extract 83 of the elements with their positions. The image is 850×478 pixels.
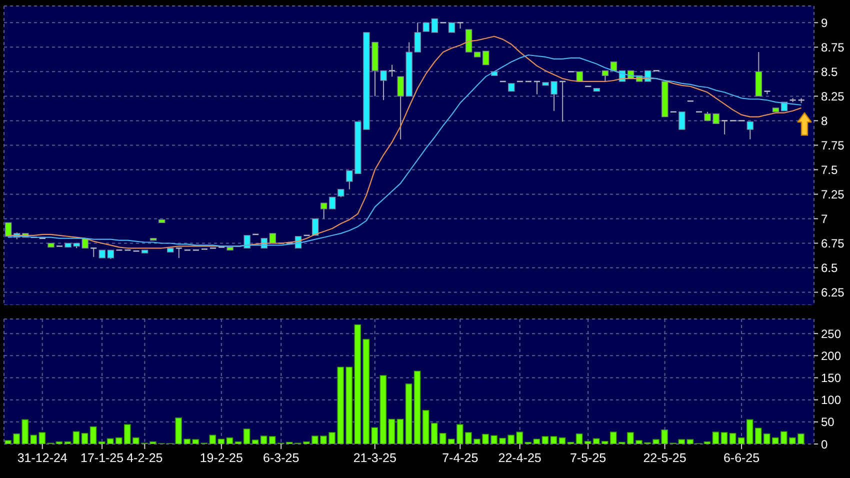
candlestick — [482, 50, 490, 66]
candlestick — [720, 120, 728, 135]
bar — [90, 426, 97, 444]
x-tick-label: 22-4-25 — [498, 450, 542, 465]
bar — [729, 433, 736, 444]
bar — [396, 418, 404, 444]
y-tick-label: 0 — [821, 437, 828, 452]
bar — [260, 436, 268, 444]
bar — [243, 428, 250, 444]
y-tick-label: 8.25 — [821, 89, 845, 104]
y-tick-label: 6.75 — [821, 236, 845, 250]
candlestick — [320, 202, 328, 220]
bar — [550, 436, 558, 444]
candlestick — [465, 29, 472, 52]
bar — [720, 432, 728, 444]
bar — [218, 438, 225, 444]
y-tick-label: 50 — [821, 415, 835, 430]
y-tick-label: 250 — [821, 326, 842, 341]
y-tick-label: 7.25 — [821, 187, 845, 202]
x-tick-label: 19-2-25 — [200, 450, 244, 465]
bar — [704, 441, 711, 444]
bar — [226, 437, 234, 444]
x-tick-label: 21-3-25 — [353, 450, 396, 465]
bar — [64, 441, 72, 444]
candlestick — [312, 218, 319, 236]
bar — [738, 437, 745, 444]
bar — [371, 427, 378, 444]
bar — [430, 422, 438, 444]
x-tick-label: 7-4-25 — [442, 450, 478, 465]
bar — [422, 410, 430, 444]
y-tick-label: 8.5 — [821, 64, 838, 79]
candlestick — [678, 112, 686, 130]
candlestick — [448, 22, 456, 33]
bar — [754, 428, 762, 444]
bar — [542, 436, 549, 444]
bar — [81, 433, 88, 444]
x-tick-label: 31-12-24 — [17, 450, 68, 465]
bar — [592, 438, 600, 444]
bar — [380, 375, 387, 444]
y-tick-label: 8.75 — [821, 40, 845, 54]
bar — [746, 419, 754, 444]
candlestick — [5, 222, 12, 238]
y-tick-label: 100 — [821, 393, 842, 408]
candlestick — [746, 121, 754, 140]
candlestick — [414, 22, 421, 53]
candlestick — [175, 247, 183, 258]
x-tick-label: 4-2-25 — [126, 450, 163, 465]
bar — [209, 434, 216, 444]
bar — [584, 440, 592, 444]
candlestick — [431, 18, 438, 33]
y-tick-label: 7 — [821, 212, 828, 226]
bar — [106, 438, 114, 444]
x-tick-label: 7-5-25 — [570, 450, 606, 465]
y-tick-label: 7.75 — [821, 138, 845, 152]
x-tick-label: 6-3-25 — [263, 450, 300, 465]
x-tick-label: 17-1-25 — [80, 450, 124, 465]
y-tick-label: 6.25 — [821, 286, 845, 300]
candlestick — [397, 76, 404, 140]
bar — [98, 441, 106, 444]
y-tick-label: 6.5 — [821, 261, 838, 276]
bar — [268, 436, 276, 444]
bar — [252, 440, 259, 444]
y-tick-label: 9 — [821, 16, 828, 30]
x-tick-label: 22-5-25 — [643, 450, 686, 465]
bar — [414, 370, 421, 444]
bar — [405, 384, 412, 444]
y-tick-label: 200 — [821, 348, 842, 363]
bar — [712, 432, 720, 444]
y-tick-label: 150 — [821, 371, 842, 386]
bar — [576, 433, 583, 444]
bar — [72, 431, 80, 444]
candlestick — [602, 70, 609, 82]
x-tick-label: 6-6-25 — [723, 450, 760, 465]
bar — [558, 437, 566, 444]
bar — [234, 441, 242, 444]
bar — [56, 441, 63, 444]
y-tick-label: 7.5 — [821, 162, 838, 177]
y-tick-label: 8 — [821, 114, 828, 128]
bar — [533, 438, 540, 444]
bar — [388, 418, 396, 444]
candlestick — [329, 196, 336, 210]
candlestick — [90, 247, 98, 258]
candlestick — [388, 64, 396, 78]
